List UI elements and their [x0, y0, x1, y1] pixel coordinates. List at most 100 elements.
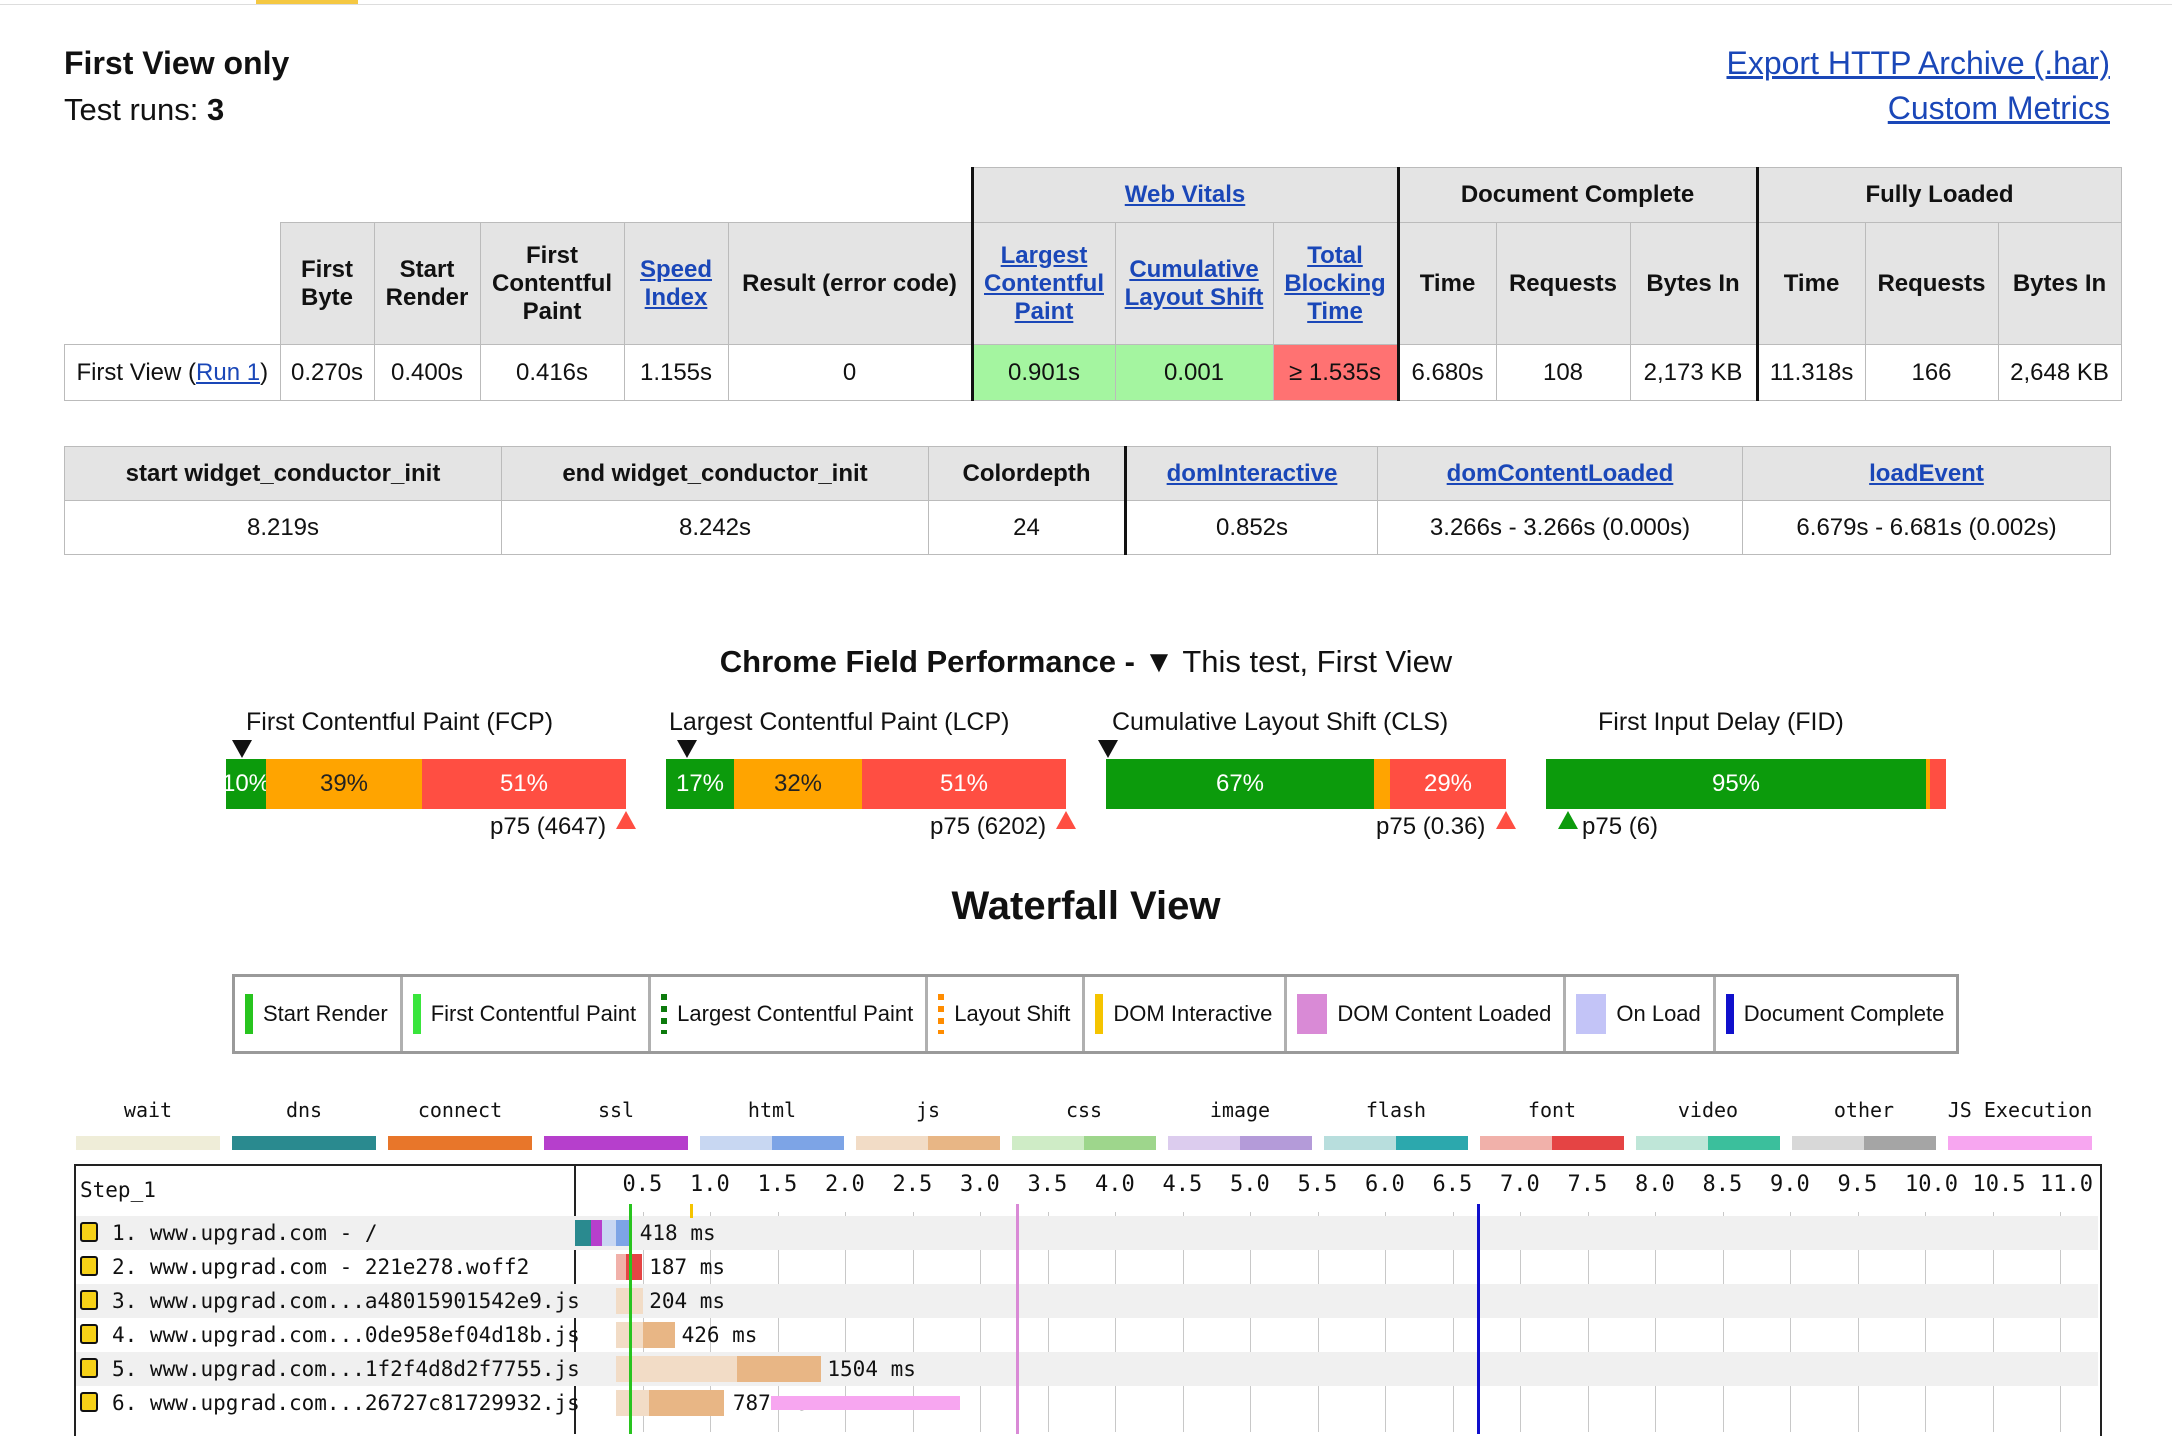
custom-metrics-link[interactable]: Custom Metrics — [1887, 90, 2110, 126]
legend-dom-content-loaded: DOM Content Loaded — [1287, 977, 1567, 1051]
start-render-line — [629, 1204, 632, 1434]
resource-type-label-font: font — [1527, 1098, 1577, 1122]
colordepth-header: Colordepth — [928, 446, 1126, 501]
dom-content-loaded-header: domContentLoaded — [1377, 446, 1743, 501]
request-row[interactable] — [76, 1352, 2098, 1386]
dom-content-loaded-swatch — [1297, 994, 1328, 1034]
speed-index-value: 1.155s — [623, 344, 729, 401]
document-complete-line — [1476, 1204, 1480, 1434]
web-vitals-link[interactable]: Web Vitals — [1124, 181, 1246, 208]
time-axis-tick: 5.5 — [1297, 1172, 1338, 1197]
dc-requests-value: 108 — [1495, 344, 1631, 401]
lcp-link[interactable]: Largest Contentful Paint — [984, 241, 1104, 325]
field-performance-title: Chrome Field Performance - ▼ This test, … — [719, 644, 1453, 679]
resource-type-swatch-js — [856, 1136, 1000, 1150]
request-bar[interactable] — [615, 1220, 632, 1246]
resource-type-swatch-html — [700, 1136, 844, 1150]
fcp-swatch — [412, 994, 421, 1034]
load-event-link[interactable]: loadEvent — [1869, 459, 1984, 487]
request-bar[interactable] — [737, 1356, 821, 1382]
summary-table: Web Vitals Document Complete Fully Loade… — [64, 167, 2122, 401]
time-axis-tick: 4.5 — [1162, 1172, 1203, 1197]
fcp-p75-label: p75 (4647) — [490, 813, 607, 840]
gridline — [1790, 1212, 1791, 1432]
request-bar[interactable] — [649, 1390, 724, 1416]
speed-index-link[interactable]: Speed Index — [639, 255, 713, 311]
request-bar[interactable] — [575, 1220, 592, 1246]
result-value: 0 — [727, 344, 973, 401]
request-bar[interactable] — [615, 1356, 737, 1382]
export-har-link[interactable]: Export HTTP Archive (.har) — [1726, 45, 2110, 81]
request-bar[interactable] — [615, 1254, 627, 1280]
resource-type-swatch-dns — [232, 1136, 376, 1150]
cls-poor-segment: 29% — [1390, 759, 1506, 809]
resource-type-label-other: other — [1833, 1098, 1895, 1122]
dom-content-loaded-value: 3.266s - 3.266s (0.000s) — [1377, 500, 1743, 555]
gridline — [1115, 1212, 1116, 1432]
time-axis-tick: 6.5 — [1432, 1172, 1473, 1197]
request-row[interactable] — [76, 1216, 2098, 1250]
request-label[interactable]: 5. www.upgrad.com...1f2f4d8d2f7755.js — [80, 1357, 580, 1381]
first-view-row: First View (Run 1) 0.270s 0.400s 0.416s … — [64, 344, 2122, 401]
request-bar[interactable] — [615, 1390, 650, 1416]
gridline — [1857, 1212, 1859, 1432]
tbt-link[interactable]: Total Blocking Time — [1284, 241, 1386, 325]
gridline — [1587, 1212, 1589, 1432]
cls-field-label: Cumulative Layout Shift (CLS) — [1112, 708, 1449, 736]
request-label[interactable]: 6. www.upgrad.com...26727c81729932.js — [80, 1391, 580, 1415]
resource-type-label-js: js — [915, 1098, 941, 1122]
first-view-label: First View (Run 1) — [64, 344, 281, 401]
gridline — [1925, 1212, 1926, 1432]
gridline — [777, 1212, 779, 1432]
dom-content-loaded-link[interactable]: domContentLoaded — [1446, 459, 1674, 487]
time-axis-tick: 7.0 — [1500, 1172, 1540, 1197]
legend-dom-interactive: DOM Interactive — [1085, 977, 1288, 1051]
fid-p75-marker-icon — [1558, 811, 1578, 829]
resource-type-label-html: html — [747, 1098, 797, 1122]
dom-interactive-link[interactable]: domInteractive — [1166, 459, 1338, 487]
gridline — [845, 1212, 846, 1432]
resource-type-swatch-css — [1012, 1136, 1156, 1150]
request-bar[interactable] — [642, 1322, 675, 1348]
test-runs-label: Test runs: — [64, 92, 207, 127]
legend-first-contentful-paint: First Contentful Paint — [403, 977, 652, 1051]
lcp-distribution-bar: 17% 32% 51% — [666, 759, 1066, 809]
request-row[interactable] — [76, 1284, 2098, 1318]
dom-interactive-header: domInteractive — [1124, 446, 1378, 501]
request-label[interactable]: 2. www.upgrad.com - 221e278.woff2 — [80, 1255, 529, 1279]
lcp-poor-segment: 51% — [862, 759, 1066, 809]
request-label[interactable]: 4. www.upgrad.com...0de958ef04d18b.js — [80, 1323, 580, 1347]
page-title: First View only — [64, 45, 290, 81]
run-1-link[interactable]: Run 1 — [196, 358, 261, 386]
cls-value: 0.001 — [1114, 344, 1274, 401]
time-axis-tick: 2.0 — [825, 1172, 865, 1197]
lcp-header: Largest Contentful Paint — [970, 222, 1116, 345]
waterfall-title: Waterfall View — [951, 884, 1221, 928]
cls-link[interactable]: Cumulative Layout Shift — [1124, 255, 1264, 311]
js-execution-bar — [770, 1396, 960, 1410]
lcp-ni-segment: 32% — [734, 759, 862, 809]
gridline — [2060, 1212, 2061, 1432]
request-label[interactable]: 1. www.upgrad.com - / — [80, 1221, 378, 1245]
fid-ni-segment — [1926, 759, 1930, 809]
request-bar[interactable] — [591, 1220, 602, 1246]
request-label[interactable]: 3. www.upgrad.com...a48015901542e9.js — [80, 1289, 580, 1313]
request-duration: 204 ms — [649, 1289, 726, 1313]
lcp-field-label: Largest Contentful Paint (LCP) — [669, 708, 1010, 736]
widget-init-end-value: 8.242s — [501, 500, 929, 555]
time-axis-tick: 3.5 — [1027, 1172, 1068, 1197]
dc-time-header: Time — [1396, 222, 1497, 345]
time-axis-tick: 7.5 — [1567, 1172, 1608, 1197]
gridline — [1520, 1212, 1521, 1432]
resource-type-swatch-flash — [1324, 1136, 1468, 1150]
resource-type-swatch-js-execution — [1948, 1136, 2092, 1150]
legend-on-load: On Load — [1566, 977, 1716, 1051]
result-header: Result (error code) — [727, 222, 973, 345]
time-axis-tick: 4.0 — [1095, 1172, 1135, 1197]
gridline — [1452, 1212, 1454, 1432]
legend-start-render: Start Render — [235, 977, 403, 1051]
time-axis-tick: 11.0 — [2040, 1172, 2093, 1197]
gridline — [1047, 1212, 1049, 1432]
resource-type-label-video: video — [1677, 1098, 1739, 1122]
request-bar[interactable] — [602, 1220, 616, 1246]
